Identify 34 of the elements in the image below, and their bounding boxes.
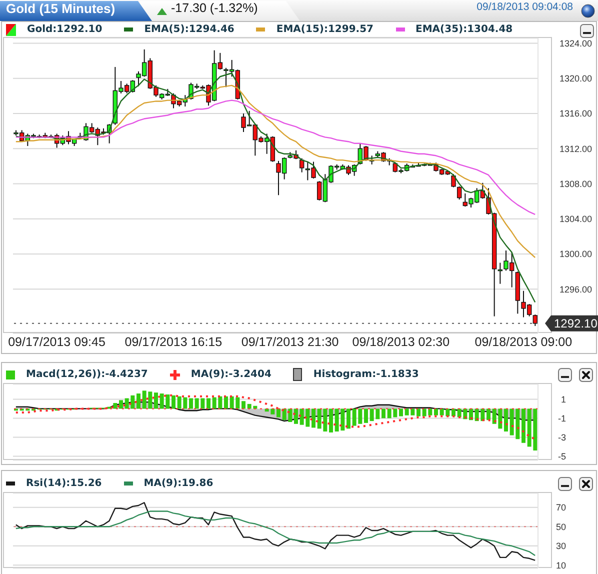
legend-label: MA(9):19.86 xyxy=(144,478,214,489)
y-tick-label: -1 xyxy=(558,413,566,424)
y-tick-label: 1324.00 xyxy=(559,38,592,48)
legend-label: Gold:1292.10 xyxy=(27,24,102,35)
chart-subtitle: -17.30 (-1.32%) xyxy=(171,1,258,17)
x-tick-label: 09/18/2013 09:00 xyxy=(474,334,572,349)
y-tick-label: 1312.00 xyxy=(559,144,592,154)
legend-label: MA(9):-3.2404 xyxy=(190,369,272,380)
y-tick-label: 70 xyxy=(556,502,566,513)
chart-title: Gold (15 Minutes) xyxy=(6,1,116,18)
legend-label: EMA(15):1299.57 xyxy=(276,24,374,35)
y-tick-label: 10 xyxy=(556,560,566,570)
x-tick-label: 09/17/2013 09:45 xyxy=(8,334,106,349)
y-tick-label: 1316.00 xyxy=(559,108,592,119)
x-tick-label: 09/17/2013 21:30 xyxy=(241,334,339,349)
legend-label: Macd(12,26)):-4.4237 xyxy=(26,369,148,380)
x-tick-label: 09/17/2013 16:15 xyxy=(124,334,222,349)
legend-label: Histogram:-1.1833 xyxy=(313,369,419,380)
y-tick-label: 1304.00 xyxy=(559,214,592,224)
y-tick-label: -5 xyxy=(558,451,566,462)
y-tick-label: 1320.00 xyxy=(559,74,592,84)
y-tick-label: 1296.00 xyxy=(559,284,592,294)
y-tick-label: 50 xyxy=(556,522,566,532)
text: 09/18/2013 09:04:08 xyxy=(476,1,573,15)
y-tick-label: 1300.00 xyxy=(559,249,592,260)
y-tick-label: -3 xyxy=(558,432,566,442)
legend-label: Rsi(14):15.26 xyxy=(26,478,102,489)
y-tick-label: 1308.00 xyxy=(559,178,592,189)
x-tick-label: 09/18/2013 02:30 xyxy=(352,334,450,349)
y-tick-label: 30 xyxy=(556,541,566,552)
ref-line-label: 1292.10 xyxy=(554,316,598,331)
y-tick-label: 1 xyxy=(560,394,566,404)
legend-label: EMA(5):1294.46 xyxy=(144,24,234,35)
legend-label: EMA(35):1304.48 xyxy=(416,24,513,35)
